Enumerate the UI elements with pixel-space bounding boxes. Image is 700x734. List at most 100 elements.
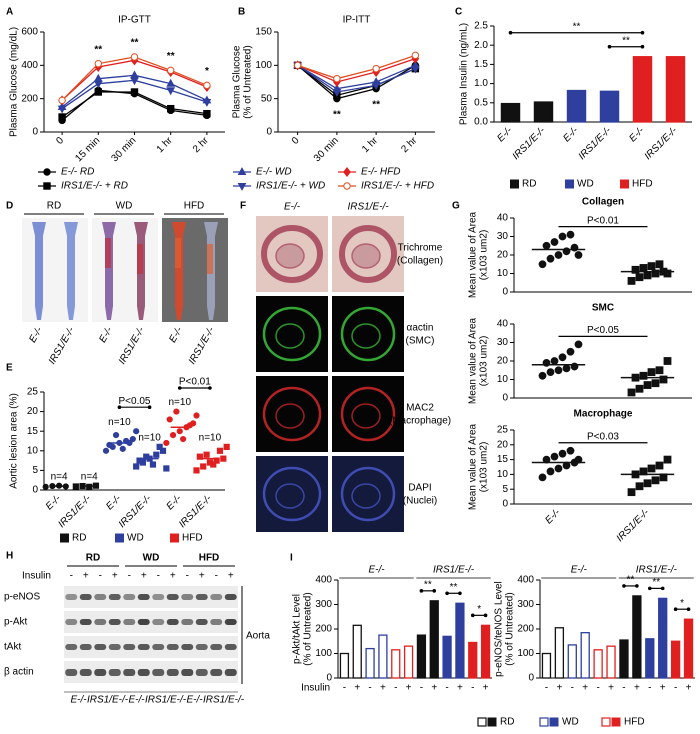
blot-strip <box>64 636 238 658</box>
blot-band <box>181 644 194 650</box>
comparison-end <box>117 405 122 410</box>
tissue <box>340 306 396 362</box>
marker <box>167 104 175 113</box>
y-tick-label: 600 <box>21 27 38 38</box>
marker <box>554 464 563 473</box>
marker <box>193 467 200 474</box>
y-tick-label: 100 <box>315 648 332 659</box>
marker <box>216 447 224 454</box>
marker <box>647 368 656 377</box>
bar <box>480 624 491 679</box>
x-tick-label: 1 hr <box>360 135 380 155</box>
genotype-label: IRS1/E-/- <box>203 695 245 706</box>
panel-label: B <box>238 7 245 18</box>
row-label: β actin <box>4 667 34 678</box>
y-tick-label: 300 <box>315 599 332 610</box>
tissue <box>262 466 322 522</box>
x-tick-label: E-/- <box>627 125 647 145</box>
y-tick-label: 50 <box>261 93 273 104</box>
y-tick-label: 30 <box>497 337 509 348</box>
row-label: (SMC) <box>406 336 435 347</box>
marker <box>237 182 247 191</box>
series-line <box>297 64 416 90</box>
x-tick-label: - <box>571 683 574 694</box>
blot-band <box>195 594 208 600</box>
blot-band <box>94 619 107 625</box>
row-label: (Macrophage) <box>389 416 451 427</box>
comparison-label: ** <box>627 575 635 586</box>
marker <box>546 254 555 263</box>
blot-band <box>195 619 208 625</box>
legend-label: E-/- HFD <box>361 167 400 178</box>
marker <box>566 446 575 455</box>
y-axis-label: (x103 um2) <box>479 230 490 281</box>
x-tick-label: IRS1/E-/- <box>56 493 93 530</box>
marker <box>655 366 664 375</box>
significance: * <box>205 66 209 77</box>
marker <box>663 455 672 464</box>
x-tick-label: - <box>545 683 548 694</box>
genotype-label: E-/- <box>128 695 145 706</box>
bar <box>619 639 629 679</box>
marker <box>639 264 648 272</box>
series-line <box>297 58 416 83</box>
marker <box>635 273 644 282</box>
x-tick-label: 0 <box>54 135 66 147</box>
legend-label: E-/- WD <box>256 167 292 178</box>
comparison-end <box>640 44 645 49</box>
y-tick-label: 200 <box>517 624 534 635</box>
bar <box>365 647 375 679</box>
comparison-label: P<0.05 <box>119 396 151 407</box>
marker <box>133 463 140 470</box>
n-label: n=10 <box>108 417 131 428</box>
x-tick-label: + <box>686 683 692 694</box>
y-tick-label: 10 <box>497 469 509 480</box>
marker <box>203 109 211 118</box>
marker <box>538 260 547 269</box>
comparison-end <box>419 589 424 593</box>
y-tick-label: 25 <box>27 387 39 398</box>
panel-label: A <box>6 7 13 18</box>
column-label: IRS1/E-/- <box>347 202 389 213</box>
lesion <box>275 403 305 429</box>
x-tick-label: + <box>354 683 360 694</box>
group-label: IRS1/E-/- <box>433 565 475 576</box>
blot-band <box>195 669 208 676</box>
blot-strip <box>64 611 238 633</box>
panel-label: I <box>290 553 293 564</box>
genotype-label: IRS1/E-/- <box>117 325 147 367</box>
lesion <box>275 243 305 269</box>
chart-title: SMC <box>592 303 614 314</box>
y-tick-label: 0 <box>528 673 534 684</box>
marker <box>542 241 551 250</box>
x-tick-label: 0 <box>290 135 302 147</box>
marker <box>153 451 160 458</box>
marker <box>102 447 110 454</box>
marker <box>43 182 51 190</box>
y-axis-label: Plasma Insulin (ng/mL) <box>459 23 470 125</box>
insulin-sign: - <box>99 571 102 582</box>
y-tick-label: 1.5 <box>474 59 488 70</box>
blot-band <box>108 594 121 600</box>
group-label: IRS1/E-/- <box>636 565 678 576</box>
x-tick-label: E-/- <box>543 507 563 527</box>
genotype-label: E-/- <box>70 695 87 706</box>
marker <box>574 340 583 349</box>
blot-band <box>181 669 194 676</box>
marker <box>129 435 136 443</box>
blot-band <box>224 669 237 676</box>
bar <box>352 624 362 679</box>
n-label: n=10 <box>199 433 222 444</box>
x-tick-label: - <box>394 683 397 694</box>
blot-strip <box>64 586 238 608</box>
series-line <box>297 54 416 80</box>
marker <box>663 269 672 278</box>
x-tick-label: + <box>608 683 614 694</box>
y-axis-label: Aortic lesion area (%) <box>9 393 20 489</box>
x-tick-label: + <box>380 683 386 694</box>
marker <box>176 428 183 435</box>
y-axis-label: p-eNOS/teNOS Level <box>494 581 505 677</box>
insulin-label: Insulin <box>22 571 51 582</box>
blot-band <box>137 619 150 625</box>
blot-band <box>195 644 208 650</box>
